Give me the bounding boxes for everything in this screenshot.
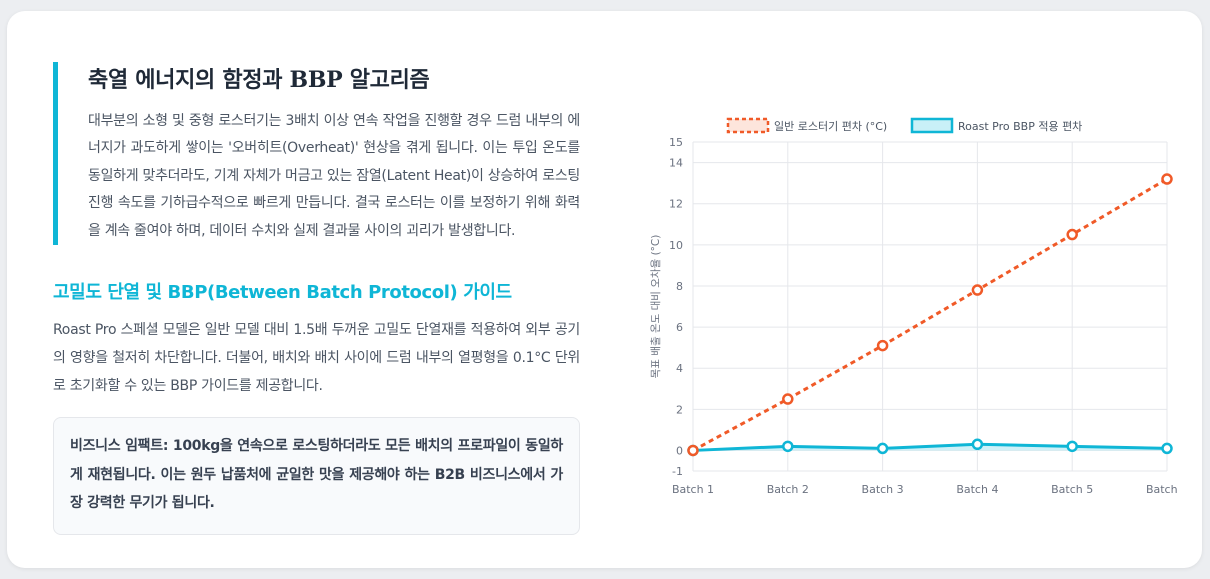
legend-label-pro: Roast Pro BBP 적용 편차 (958, 120, 1082, 133)
x-tick-label: Batch 5 (1051, 483, 1093, 496)
deviation-line-chart: -1 0 2 4 6 8 10 12 14 15 Batch 1 Batch 2 Batch 3 Batc… (650, 117, 1188, 496)
pro-data-point (876, 442, 889, 455)
content-card: 축열 에너지의 함정과 BBP 알고리즘 대부분의 소형 및 중형 로스터기는 … (7, 11, 1202, 568)
pro-data-point (782, 440, 794, 453)
general-data-point (1066, 228, 1078, 241)
general-data-point (1161, 173, 1173, 185)
pro-series-line (692, 442, 1168, 452)
highlight-block: 축열 에너지의 함정과 BBP 알고리즘 대부분의 소형 및 중형 로스터기는 … (53, 62, 580, 246)
x-tick-label: Batch 6 (1146, 483, 1180, 496)
y-tick-label: 14 (669, 157, 683, 170)
y-axis-label: 목표 배출 온도 대비 오차율 (°C) (650, 235, 662, 379)
y-tick-label: 12 (669, 198, 683, 211)
legend-swatch-general (726, 117, 770, 134)
pro-data-point (971, 438, 984, 451)
chart-container: -1 0 2 4 6 8 10 12 14 15 Batch 1 Batch 2 Batch 3 Batc… (635, 109, 1188, 509)
general-data-point (876, 339, 889, 352)
y-tick-label: 2 (676, 403, 683, 416)
general-data-point (687, 444, 699, 457)
guide-subtitle: 고밀도 단열 및 BBP(Between Batch Protocol) 가이드 (53, 282, 512, 304)
general-series-line (692, 177, 1168, 452)
section-title: 축열 에너지의 함정과 BBP 알고리즘 (88, 67, 430, 93)
y-tick-label: 10 (669, 239, 683, 252)
pro-data-point (1161, 442, 1173, 455)
x-tick-label: Batch 3 (862, 483, 904, 496)
business-impact-box: 비즈니스 임팩트: 100kg을 연속으로 로스팅하더라도 모든 배치의 프로파… (53, 417, 580, 535)
y-tick-label: -1 (672, 465, 683, 478)
legend-swatch-pro (910, 117, 954, 134)
text-column: 축열 에너지의 함정과 BBP 알고리즘 대부분의 소형 및 중형 로스터기는 … (53, 62, 580, 535)
general-data-point (971, 284, 984, 296)
x-tick-label: Batch 1 (672, 483, 714, 496)
x-tick-label: Batch 2 (767, 483, 809, 496)
y-tick-label: 4 (676, 362, 683, 375)
general-data-point (782, 393, 794, 405)
pro-data-point (1066, 440, 1078, 453)
x-tick-label: Batch 4 (956, 483, 998, 496)
y-tick-label: 6 (676, 321, 683, 334)
y-tick-label: 15 (669, 136, 683, 149)
legend-label-general: 일반 로스터기 편차 (°C) (774, 119, 887, 133)
y-tick-label: 8 (676, 280, 683, 293)
guide-paragraph: Roast Pro 스페셜 모델은 일반 모델 대비 1.5배 두꺼운 고밀도 … (53, 322, 580, 395)
y-tick-label: 0 (676, 444, 683, 457)
intro-paragraph: 대부분의 소형 및 중형 로스터기는 3배치 이상 연속 작업을 진행할 경우 … (88, 113, 580, 239)
